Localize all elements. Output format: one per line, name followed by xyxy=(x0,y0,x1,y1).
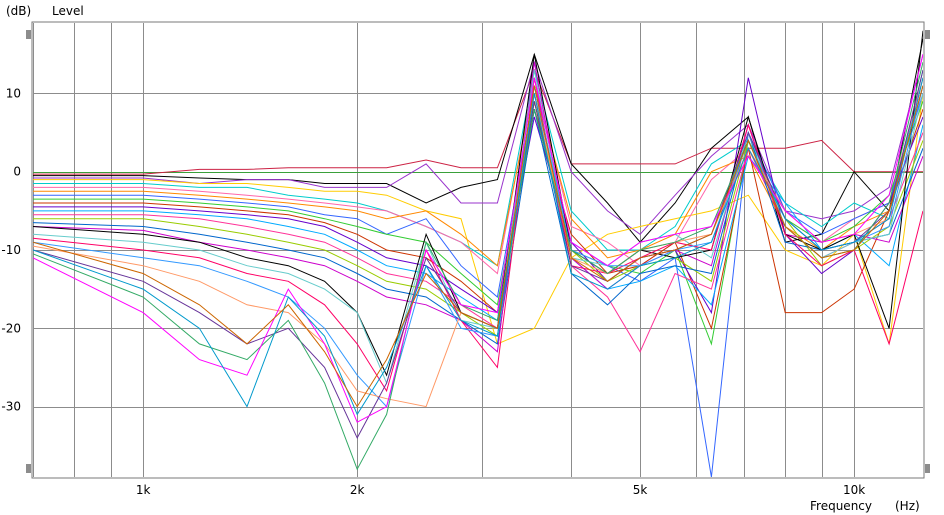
x-tick-label: 5k xyxy=(633,483,648,497)
x-axis-label: Frequency xyxy=(810,499,872,513)
x-unit-label: (Hz) xyxy=(895,499,920,513)
y-range-bottom-marker-right xyxy=(925,464,930,473)
y-tick-label: -10 xyxy=(1,243,21,257)
x-tick-label: 2k xyxy=(350,483,365,497)
y-range-top-marker xyxy=(26,30,31,39)
y-tick-label: -30 xyxy=(1,400,21,414)
x-tick-label: 1k xyxy=(136,483,151,497)
series-lines xyxy=(33,30,923,477)
y-tick-labels: 10 0 -10 -20 -30 xyxy=(1,86,21,413)
series-line-26 xyxy=(33,85,923,408)
y-range-top-marker-right xyxy=(925,30,930,39)
grid xyxy=(33,23,923,477)
y-axis-label: Level xyxy=(52,4,84,18)
series-line-17 xyxy=(33,30,923,377)
y-tick-label: 10 xyxy=(6,86,21,100)
y-tick-label: -20 xyxy=(1,321,21,335)
x-tick-label: 10k xyxy=(843,483,865,497)
series-line-4 xyxy=(33,93,923,345)
y-unit-label: (dB) xyxy=(6,4,31,18)
y-tick-label: 0 xyxy=(13,165,21,179)
y-range-bottom-marker xyxy=(26,464,31,473)
series-line-11 xyxy=(33,77,923,315)
series-line-25 xyxy=(33,77,923,416)
x-tick-labels: 1k 2k 5k 10k xyxy=(136,483,865,497)
